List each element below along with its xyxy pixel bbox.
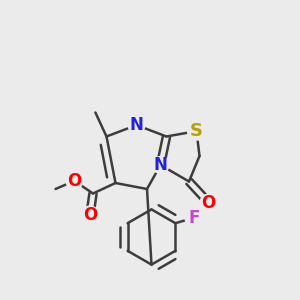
- Text: O: O: [67, 172, 82, 190]
- Text: S: S: [190, 122, 203, 140]
- Text: O: O: [83, 206, 97, 224]
- Circle shape: [128, 117, 145, 134]
- Circle shape: [188, 122, 206, 140]
- Text: N: N: [130, 116, 143, 134]
- Circle shape: [185, 209, 203, 227]
- Circle shape: [200, 194, 217, 211]
- Text: O: O: [201, 194, 216, 211]
- Circle shape: [66, 172, 83, 189]
- Circle shape: [82, 206, 98, 223]
- Circle shape: [152, 157, 169, 173]
- Text: N: N: [154, 156, 167, 174]
- Text: F: F: [188, 209, 200, 227]
